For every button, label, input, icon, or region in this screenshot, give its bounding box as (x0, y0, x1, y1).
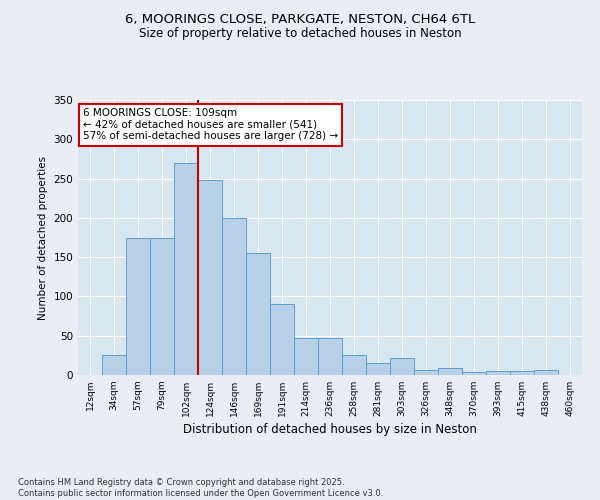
Bar (318, 338, 342, 375)
Bar (510, 371, 534, 375)
Text: 6 MOORINGS CLOSE: 109sqm
← 42% of detached houses are smaller (541)
57% of semi-: 6 MOORINGS CLOSE: 109sqm ← 42% of detach… (83, 108, 338, 142)
Bar (102, 356, 126, 375)
Bar (390, 358, 414, 375)
Bar (126, 238, 150, 375)
Bar (366, 363, 390, 375)
Bar (246, 253, 270, 375)
Text: 6, MOORINGS CLOSE, PARKGATE, NESTON, CH64 6TL: 6, MOORINGS CLOSE, PARKGATE, NESTON, CH6… (125, 12, 475, 26)
Bar (414, 370, 438, 375)
Bar (438, 368, 462, 375)
Bar (462, 372, 486, 375)
Bar (198, 180, 222, 375)
Bar (150, 238, 174, 375)
Bar (222, 218, 246, 375)
Text: Contains HM Land Registry data © Crown copyright and database right 2025.
Contai: Contains HM Land Registry data © Crown c… (18, 478, 383, 498)
Bar (174, 163, 198, 375)
Bar (534, 370, 558, 375)
Bar (342, 356, 366, 375)
Text: Size of property relative to detached houses in Neston: Size of property relative to detached ho… (139, 28, 461, 40)
Y-axis label: Number of detached properties: Number of detached properties (38, 156, 48, 320)
Bar (270, 304, 294, 375)
X-axis label: Distribution of detached houses by size in Neston: Distribution of detached houses by size … (183, 423, 477, 436)
Bar (294, 338, 318, 375)
Bar (486, 371, 510, 375)
